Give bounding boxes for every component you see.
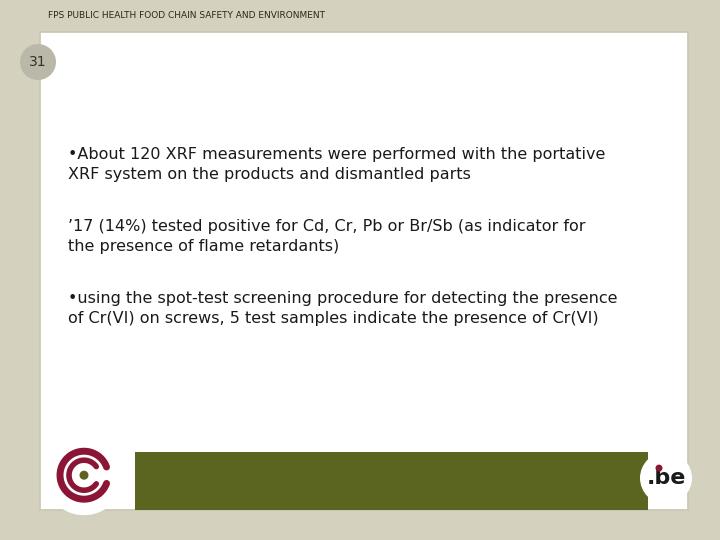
Circle shape: [640, 452, 692, 504]
FancyBboxPatch shape: [135, 452, 648, 510]
Text: .be: .be: [647, 468, 685, 488]
FancyBboxPatch shape: [40, 32, 688, 510]
Text: XRF system on the products and dismantled parts: XRF system on the products and dismantle…: [68, 167, 471, 182]
Circle shape: [46, 437, 122, 513]
Circle shape: [79, 471, 89, 480]
Circle shape: [44, 435, 124, 515]
Text: ’17 (14%) tested positive for Cd, Cr, Pb or Br/Sb (as indicator for: ’17 (14%) tested positive for Cd, Cr, Pb…: [68, 219, 585, 234]
Text: •About 120 XRF measurements were performed with the portative: •About 120 XRF measurements were perform…: [68, 147, 606, 162]
Text: 31: 31: [30, 55, 47, 69]
Text: the presence of flame retardants): the presence of flame retardants): [68, 239, 339, 254]
Text: •using the spot-test screening procedure for detecting the presence: •using the spot-test screening procedure…: [68, 291, 618, 306]
Text: of Cr(VI) on screws, 5 test samples indicate the presence of Cr(VI): of Cr(VI) on screws, 5 test samples indi…: [68, 311, 598, 326]
Circle shape: [655, 464, 662, 471]
Text: FPS PUBLIC HEALTH FOOD CHAIN SAFETY AND ENVIRONMENT: FPS PUBLIC HEALTH FOOD CHAIN SAFETY AND …: [48, 11, 325, 20]
Circle shape: [20, 44, 56, 80]
